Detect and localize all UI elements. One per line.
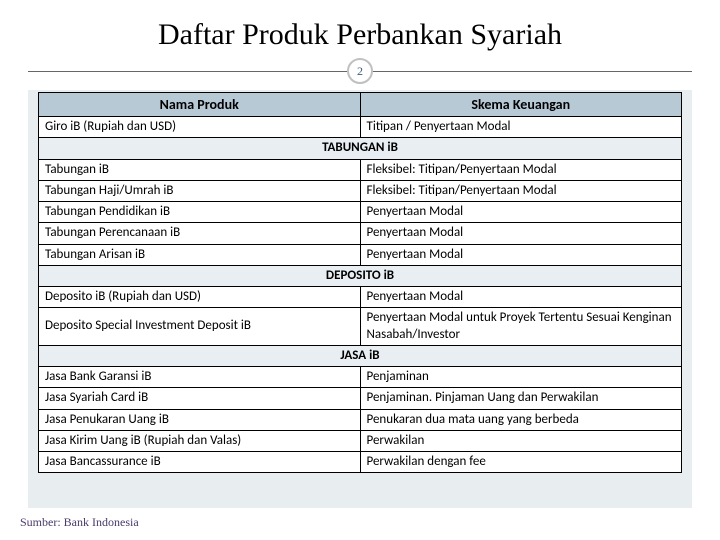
source-citation: Sumber: Bank Indonesia [20,515,139,530]
product-cell: Jasa Kirim Uang iB (Rupiah dan Valas) [39,430,361,451]
table-row: Jasa Penukaran Uang iBPenukaran dua mata… [39,409,682,430]
section-row: DEPOSITO iB [39,265,682,286]
table-row: Tabungan Perencanaan iBPenyertaan Modal [39,223,682,244]
table-body: Giro iB (Rupiah dan USD)Titipan / Penyer… [39,117,682,473]
scheme-cell: Titipan / Penyertaan Modal [360,117,682,138]
table-row: Tabungan Arisan iBPenyertaan Modal [39,244,682,265]
table-row: Tabungan Haji/Umrah iBFleksibel: Titipan… [39,180,682,201]
scheme-cell: Penyertaan Modal [360,287,682,308]
section-label: DEPOSITO iB [39,265,682,286]
scheme-cell: Fleksibel: Titipan/Penyertaan Modal [360,180,682,201]
table-row: Jasa Bancassurance iBPerwakilan dengan f… [39,452,682,473]
section-label: JASA iB [39,345,682,366]
products-table: Nama Produk Skema Keuangan Giro iB (Rupi… [38,92,682,473]
table-row: Jasa Syariah Card iBPenjaminan. Pinjaman… [39,388,682,409]
page-number-badge: 2 [347,58,373,84]
scheme-cell: Penjaminan. Pinjaman Uang dan Perwakilan [360,388,682,409]
product-cell: Jasa Syariah Card iB [39,388,361,409]
scheme-cell: Penyertaan Modal untuk Proyek Tertentu S… [360,308,682,346]
product-cell: Tabungan Perencanaan iB [39,223,361,244]
product-cell: Giro iB (Rupiah dan USD) [39,117,361,138]
table-row: Tabungan iBFleksibel: Titipan/Penyertaan… [39,159,682,180]
product-cell: Deposito Special Investment Deposit iB [39,308,361,346]
section-label: TABUNGAN iB [39,138,682,159]
product-cell: Tabungan Haji/Umrah iB [39,180,361,201]
scheme-cell: Penyertaan Modal [360,244,682,265]
scheme-cell: Penyertaan Modal [360,223,682,244]
product-cell: Jasa Penukaran Uang iB [39,409,361,430]
table-row: Deposito Special Investment Deposit iBPe… [39,308,682,346]
product-cell: Deposito iB (Rupiah dan USD) [39,287,361,308]
column-header-scheme: Skema Keuangan [360,93,682,117]
table-row: Jasa Bank Garansi iBPenjaminan [39,367,682,388]
slide-title: Daftar Produk Perbankan Syariah [28,18,692,52]
product-cell: Tabungan iB [39,159,361,180]
scheme-cell: Perwakilan dengan fee [360,452,682,473]
slide-container: Daftar Produk Perbankan Syariah 2 Nama P… [0,0,720,540]
scheme-cell: Penjaminan [360,367,682,388]
table-header-row: Nama Produk Skema Keuangan [39,93,682,117]
table-row: Tabungan Pendidikan iBPenyertaan Modal [39,202,682,223]
table-row: Giro iB (Rupiah dan USD)Titipan / Penyer… [39,117,682,138]
section-row: TABUNGAN iB [39,138,682,159]
table-row: Deposito iB (Rupiah dan USD)Penyertaan M… [39,287,682,308]
table-row: Jasa Kirim Uang iB (Rupiah dan Valas)Per… [39,430,682,451]
title-rule: 2 [28,58,692,86]
product-cell: Jasa Bancassurance iB [39,452,361,473]
column-header-product: Nama Produk [39,93,361,117]
product-cell: Tabungan Arisan iB [39,244,361,265]
product-cell: Jasa Bank Garansi iB [39,367,361,388]
product-cell: Tabungan Pendidikan iB [39,202,361,223]
content-area: Nama Produk Skema Keuangan Giro iB (Rupi… [28,90,692,508]
section-row: JASA iB [39,345,682,366]
scheme-cell: Fleksibel: Titipan/Penyertaan Modal [360,159,682,180]
scheme-cell: Penyertaan Modal [360,202,682,223]
scheme-cell: Penukaran dua mata uang yang berbeda [360,409,682,430]
scheme-cell: Perwakilan [360,430,682,451]
